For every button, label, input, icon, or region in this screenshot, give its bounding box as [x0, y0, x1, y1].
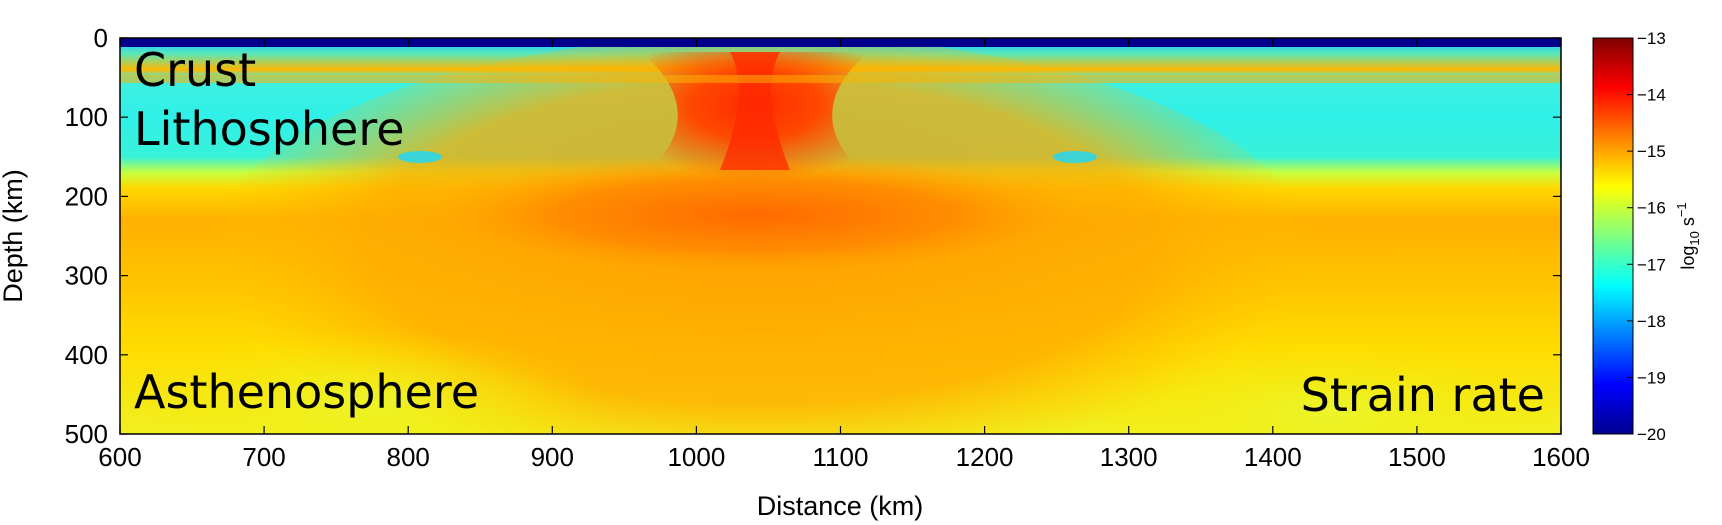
- colorbar-tick-label: −17: [1637, 255, 1666, 274]
- y-axis-label: Depth (km): [0, 169, 28, 303]
- colorbar: [1592, 37, 1634, 435]
- y-tick-label: 400: [65, 340, 108, 370]
- y-tick-label: 500: [65, 419, 108, 449]
- x-tick-label: 1600: [1532, 442, 1590, 472]
- colorbar-tick-label: −20: [1637, 425, 1666, 444]
- x-tick-label: 800: [387, 442, 430, 472]
- x-tick-label: 1300: [1100, 442, 1158, 472]
- colorbar-tick-label: −19: [1637, 368, 1666, 387]
- annotation-lithosphere: Lithosphere: [134, 102, 405, 156]
- x-tick-label: 1000: [667, 442, 725, 472]
- field-cyan-left: [398, 151, 442, 163]
- x-tick-label: 1400: [1244, 442, 1302, 472]
- x-tick-label: 1100: [813, 442, 869, 472]
- colorbar-label: log10 s−1: [1674, 202, 1702, 269]
- x-tick-label: 1200: [956, 442, 1014, 472]
- field-crust-band: [120, 75, 1561, 83]
- y-tick-label: 200: [65, 181, 108, 211]
- colorbar-tick-label: −18: [1637, 312, 1666, 331]
- field-yellow-left: [140, 330, 600, 434]
- colorbar-tick-label: −15: [1637, 142, 1666, 161]
- x-tick-label: 900: [531, 442, 574, 472]
- y-axis-ticks: 0 100 200 300 400 500: [65, 23, 1561, 449]
- colorbar-tick-label: −16: [1637, 199, 1666, 218]
- annotation-asthenosphere: Asthenosphere: [134, 365, 479, 419]
- x-tick-label: 700: [242, 442, 285, 472]
- colorbar-tick-label: −14: [1637, 86, 1666, 105]
- x-tick-label: 600: [98, 442, 141, 472]
- field-cyan-right: [1053, 151, 1097, 163]
- y-tick-label: 300: [65, 261, 108, 291]
- x-tick-label: 1500: [1388, 442, 1446, 472]
- annotation-field-name: Strain rate: [1301, 368, 1545, 422]
- colorbar-ticks: −13 −14 −15 −16 −17 −18 −19 −20: [1627, 29, 1666, 444]
- x-axis-label: Distance (km): [757, 491, 924, 521]
- y-tick-label: 100: [65, 102, 108, 132]
- field-deep-lobe: [425, 155, 1085, 275]
- heatmap-field: [120, 38, 1561, 434]
- y-tick-label: 0: [94, 23, 108, 53]
- x-axis-ticks: 600 700 800 900 1000 1100 1200 1300 1400 1500 1600: [98, 38, 1590, 472]
- field-rift-center: [720, 52, 790, 170]
- colorbar-tick-label: −13: [1637, 29, 1666, 48]
- annotation-crust: Crust: [134, 43, 256, 97]
- field-yellow-right: [1100, 340, 1560, 434]
